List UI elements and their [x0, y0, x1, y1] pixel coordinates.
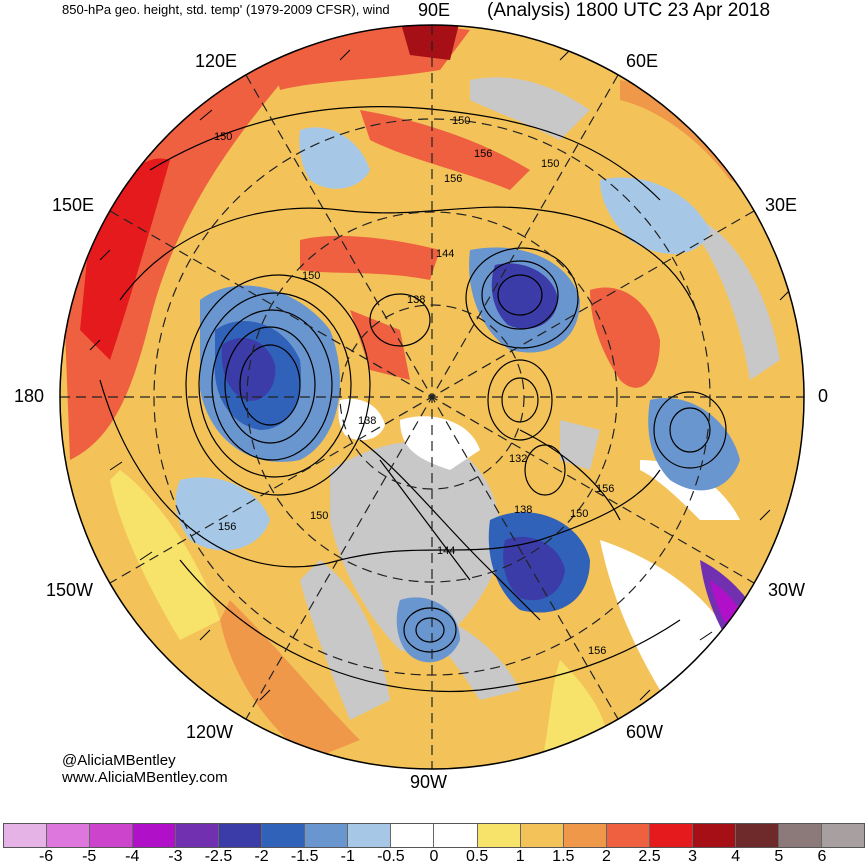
- analysis-time: (Analysis) 1800 UTC 23 Apr 2018: [487, 0, 771, 21]
- lon-label-30e: 30E: [765, 195, 798, 215]
- colorbar-swatch: [606, 824, 650, 847]
- map-disk: 150 156 156 150 150 144 138 150 138 132 …: [60, 25, 804, 769]
- colorbar-swatch: [735, 824, 779, 847]
- contour-label: 150: [541, 158, 559, 170]
- colorbar-tick-label: 2.5: [638, 848, 661, 865]
- colorbar-swatch: [563, 824, 607, 847]
- lon-label-120w: 120W: [186, 722, 234, 742]
- lon-label-180: 180: [14, 386, 45, 406]
- contour-label: 138: [358, 415, 376, 427]
- contour-labels: 150 156 156 150 150 144 138 150 138 132 …: [214, 115, 614, 657]
- contour-label: 150: [452, 115, 470, 127]
- contour-label: 138: [514, 504, 532, 516]
- contour-label: 156: [596, 483, 614, 495]
- colorbar-tick-label: -1.5: [290, 848, 319, 865]
- colorbar-tick-label: 3: [688, 848, 698, 865]
- colorbar-swatch: [47, 824, 91, 847]
- colorbar-swatch: [391, 824, 435, 847]
- colorbar-swatch: [692, 824, 736, 847]
- colorbar-swatch: [649, 824, 693, 847]
- colorbar-tick-label: -1: [340, 848, 355, 865]
- contour-label: 144: [437, 545, 455, 557]
- land-gray-regions: [300, 77, 780, 720]
- colorbar-swatch: [520, 824, 564, 847]
- colorbar-swatch: [133, 824, 177, 847]
- lon-label-90w: 90W: [410, 772, 448, 792]
- colorbar-tick-label: 1: [515, 848, 525, 865]
- map-title: 850-hPa geo. height, std. temp' (1979-20…: [62, 2, 390, 17]
- lon-label-30w: 30W: [768, 580, 806, 600]
- geopotential-height-contours: [99, 106, 727, 693]
- colorbar-swatch: [477, 824, 521, 847]
- cold-anomaly-regions: [175, 127, 760, 663]
- colorbar-tick-label: -0.5: [377, 848, 405, 865]
- colorbar-swatch: [821, 824, 864, 847]
- colorbar-swatch: [176, 824, 220, 847]
- colorbar-swatch: [90, 824, 134, 847]
- colorbar-tick-label: 0: [429, 848, 439, 865]
- colorbar-swatch: [4, 824, 48, 847]
- contour-label: 150: [570, 508, 588, 520]
- lon-label-60w: 60W: [626, 722, 664, 742]
- colorbar-swatch: [305, 824, 349, 847]
- contour-label: 150: [214, 131, 232, 143]
- colorbar-swatch: [434, 824, 478, 847]
- map-boundary: [59, 24, 805, 770]
- colorbar-tick-label: 6: [817, 848, 827, 865]
- lon-label-120e: 120E: [195, 51, 238, 71]
- colorbar-tick-label: 1.5: [552, 848, 575, 865]
- contour-label: 150: [302, 270, 320, 282]
- contour-label: 144: [436, 248, 454, 260]
- colorbar-swatch: [262, 824, 306, 847]
- colorbar-tick-label: 2: [601, 848, 611, 865]
- colorbar-swatch: [219, 824, 263, 847]
- contour-label: 156: [474, 148, 492, 160]
- lon-label-150e: 150E: [52, 195, 95, 215]
- graticule: [60, 25, 804, 769]
- contour-label: 132: [509, 453, 527, 465]
- colorbar-labels: -6 -5 -4 -3 -2.5 -2 -1.5 -1 -0.5 0 0.5 1 1.5 2 2.5 3 4 5 6: [0, 848, 868, 865]
- colorbar-tick-label: -2.5: [204, 848, 233, 865]
- contour-label: 156: [588, 645, 606, 657]
- colorbar-swatch: [778, 824, 822, 847]
- colorbar-tick-label: 0.5: [465, 848, 489, 865]
- credit-block: @AliciaMBentley www.AliciaMBentley.com: [62, 752, 228, 786]
- contour-label: 150: [310, 510, 328, 522]
- credit-website: www.AliciaMBentley.com: [62, 769, 228, 786]
- colorbar-tick-label: -5: [82, 848, 97, 865]
- colorbar-tick-label: -4: [125, 848, 140, 865]
- lon-label-0: 0: [818, 386, 829, 406]
- polar-map: 150 156 156 150 150 144 138 150 138 132 …: [59, 24, 805, 770]
- contour-label: 156: [218, 521, 236, 533]
- colorbar-tick-label: -2: [254, 848, 269, 865]
- lon-label-90e: 90E: [418, 0, 451, 20]
- credit-handle: @AliciaMBentley: [62, 752, 176, 769]
- colorbar-tick-label: -6: [38, 848, 54, 865]
- contour-label: 156: [444, 173, 462, 185]
- colorbar-tick-label: -3: [168, 848, 183, 865]
- colorbar-tick-label: 4: [731, 848, 741, 865]
- colorbar-tick-label: 5: [774, 848, 784, 865]
- lon-label-60e: 60E: [626, 51, 659, 71]
- colorbar-swatch: [348, 824, 392, 847]
- colorbar: [3, 823, 865, 848]
- lon-label-150w: 150W: [46, 580, 94, 600]
- contour-label: 138: [407, 294, 425, 306]
